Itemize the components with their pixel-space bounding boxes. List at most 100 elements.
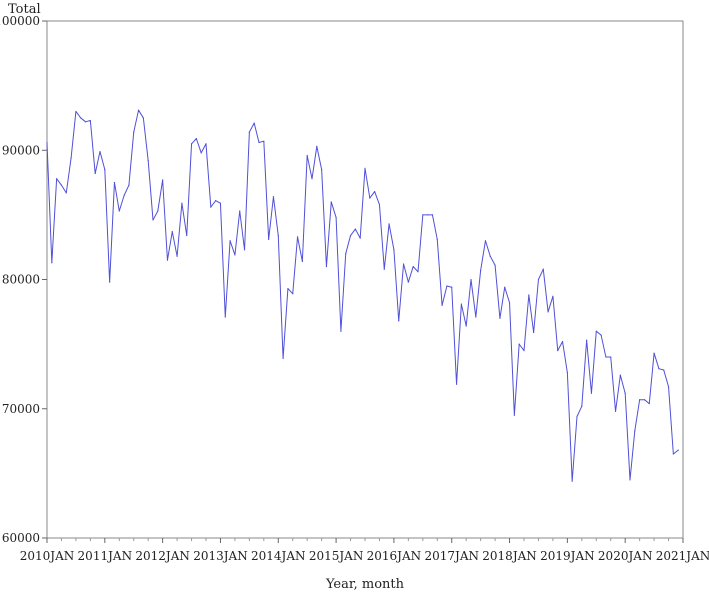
y-tick-label: 80000 bbox=[2, 273, 40, 287]
data-point bbox=[624, 392, 626, 394]
series-group bbox=[46, 109, 679, 482]
data-point bbox=[51, 262, 53, 264]
y-tick-label: 90000 bbox=[2, 143, 40, 157]
data-point bbox=[311, 178, 313, 180]
y-tick-label: 100000 bbox=[0, 14, 40, 28]
data-point bbox=[195, 138, 197, 140]
data-point bbox=[614, 410, 617, 412]
data-point bbox=[441, 304, 443, 306]
data-point bbox=[557, 349, 559, 352]
data-point bbox=[566, 371, 568, 374]
data-point bbox=[46, 141, 48, 144]
data-point bbox=[171, 231, 173, 233]
data-point bbox=[118, 210, 120, 212]
data-point bbox=[470, 278, 472, 281]
data-point bbox=[123, 194, 125, 197]
x-tick-label: 2019JAN bbox=[540, 549, 595, 563]
data-point bbox=[316, 145, 318, 147]
x-axis-title: Year, month bbox=[325, 577, 405, 592]
data-point bbox=[595, 330, 597, 332]
data-point bbox=[364, 167, 366, 169]
x-tick-label: 2012JAN bbox=[135, 549, 190, 563]
data-point bbox=[581, 405, 583, 407]
data-point bbox=[104, 169, 106, 171]
data-point bbox=[393, 249, 395, 251]
data-point bbox=[142, 117, 144, 119]
data-point bbox=[224, 316, 226, 318]
data-point bbox=[133, 131, 135, 133]
data-point bbox=[301, 260, 303, 263]
data-point bbox=[590, 392, 593, 394]
data-point bbox=[547, 311, 549, 313]
x-axis: 2010JAN 2011JAN 2012JAN 2013JAN 2014JAN 2015J… bbox=[20, 538, 709, 563]
data-point bbox=[480, 269, 482, 272]
data-point bbox=[398, 320, 400, 322]
data-point bbox=[663, 369, 665, 371]
data-point bbox=[56, 178, 58, 180]
data-point bbox=[484, 240, 487, 242]
data-point bbox=[75, 110, 77, 113]
data-point bbox=[653, 352, 655, 354]
data-point bbox=[508, 302, 511, 304]
x-tick-label: 2021JAN bbox=[656, 549, 709, 563]
data-point bbox=[215, 200, 217, 202]
data-point bbox=[677, 449, 679, 451]
x-tick-label: 2011JAN bbox=[78, 549, 133, 563]
data-point bbox=[306, 154, 308, 157]
data-point bbox=[277, 234, 279, 237]
data-point bbox=[619, 374, 621, 376]
data-point bbox=[239, 210, 241, 212]
data-point bbox=[465, 325, 467, 327]
data-point bbox=[427, 214, 429, 216]
data-point bbox=[190, 143, 193, 145]
data-point bbox=[576, 415, 578, 418]
data-point bbox=[340, 330, 342, 332]
data-point bbox=[200, 152, 202, 154]
data-point bbox=[455, 383, 458, 385]
data-point bbox=[648, 402, 650, 405]
data-point bbox=[494, 264, 496, 266]
data-point bbox=[499, 317, 501, 319]
data-point bbox=[518, 343, 520, 345]
data-point bbox=[460, 303, 462, 305]
data-point bbox=[147, 159, 149, 162]
data-point bbox=[113, 181, 116, 184]
data-point bbox=[296, 236, 299, 238]
data-point bbox=[388, 223, 390, 225]
data-point bbox=[643, 399, 646, 401]
data-point bbox=[537, 278, 540, 281]
data-point bbox=[152, 219, 154, 221]
data-point bbox=[431, 214, 434, 216]
data-point bbox=[263, 140, 265, 142]
data-point bbox=[422, 214, 424, 216]
data-point bbox=[359, 237, 361, 239]
data-point bbox=[330, 201, 332, 203]
data-point bbox=[89, 119, 91, 122]
data-point bbox=[80, 117, 82, 119]
data-point bbox=[542, 268, 544, 270]
data-point bbox=[282, 357, 284, 359]
data-point bbox=[407, 281, 409, 283]
x-tick-label: 2015JAN bbox=[309, 549, 364, 563]
y-axis-title: Total bbox=[8, 2, 41, 17]
data-point bbox=[243, 249, 246, 251]
data-point bbox=[70, 157, 72, 159]
data-point bbox=[325, 265, 328, 268]
data-point bbox=[229, 240, 231, 242]
data-point bbox=[157, 210, 159, 212]
y-axis: 60000 70000 80000 90000 100000 bbox=[0, 14, 47, 545]
data-point bbox=[354, 228, 356, 230]
data-point bbox=[378, 203, 381, 206]
data-point bbox=[369, 197, 371, 199]
x-tick-label: 2020JAN bbox=[598, 549, 653, 563]
data-point bbox=[672, 453, 674, 455]
series-line bbox=[46, 109, 679, 482]
data-point bbox=[186, 234, 188, 237]
x-tick-label: 2017JAN bbox=[424, 549, 479, 563]
data-point bbox=[561, 340, 564, 343]
data-point bbox=[523, 349, 525, 352]
data-point bbox=[210, 206, 212, 208]
data-point bbox=[248, 131, 250, 133]
data-point bbox=[489, 255, 491, 257]
